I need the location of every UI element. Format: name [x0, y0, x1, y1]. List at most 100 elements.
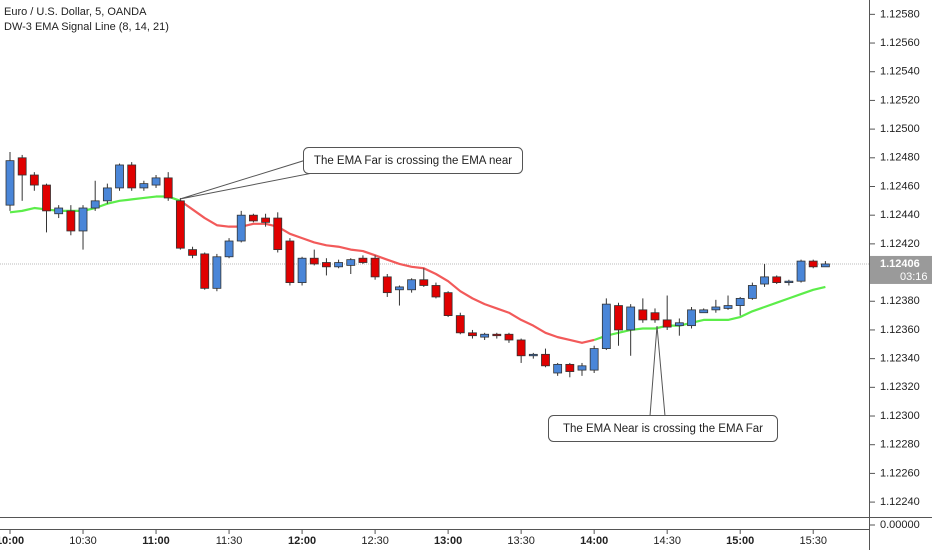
candle-body — [553, 363, 563, 374]
y-tick-label: 1.12580 — [880, 8, 920, 20]
candle-body — [175, 200, 185, 249]
candle-body — [589, 348, 599, 371]
candle-body — [309, 257, 319, 265]
candle-body — [614, 305, 623, 331]
candle-body — [565, 363, 575, 372]
candle-body — [200, 253, 210, 289]
candle-body — [236, 214, 246, 242]
last-price-box — [870, 255, 932, 284]
candle-body — [419, 279, 429, 286]
y-tick-label: 1.12380 — [880, 295, 920, 307]
candle-body — [261, 217, 270, 223]
y-tick-label: 1.12280 — [880, 439, 920, 451]
candle-body — [760, 276, 769, 285]
annotation-box — [303, 147, 523, 174]
candle-body — [820, 263, 830, 268]
annotation-text: The EMA Far is crossing the EMA near — [314, 155, 512, 167]
chart-title: Euro / U.S. Dollar, 5, OANDA — [4, 6, 147, 18]
annotation-text: The EMA Near is crossing the EMA Far — [563, 423, 763, 435]
last-price-label: 1.12406 — [880, 258, 920, 270]
candle-body — [638, 309, 648, 321]
y-tick-label: 1.12240 — [880, 496, 920, 508]
candle-body — [723, 305, 733, 309]
candle-body — [212, 256, 222, 289]
candle-body — [370, 257, 380, 278]
x-tick-label: 12:30 — [361, 535, 389, 547]
candle-body — [5, 160, 15, 206]
candle-body — [127, 164, 137, 189]
candle-body — [711, 306, 721, 311]
indicator-title: DW-3 EMA Signal Line (8, 14, 21) — [4, 21, 169, 33]
candle-body — [662, 319, 672, 328]
y-tick-label: 1.12360 — [880, 324, 920, 336]
candle-body — [443, 292, 453, 316]
x-tick-label: 15:30 — [799, 535, 827, 547]
y-tick-label: 1.12420 — [880, 238, 920, 250]
candle-body — [735, 297, 745, 306]
candle-body — [139, 183, 149, 189]
candle-body — [468, 332, 477, 337]
x-tick-label: 11:30 — [216, 535, 243, 547]
candle-body — [747, 285, 757, 299]
candle-body — [431, 285, 441, 298]
y-tick-label: 1.12540 — [880, 66, 920, 78]
plot — [0, 152, 869, 378]
candle-body — [504, 333, 514, 341]
candle-body — [66, 210, 76, 232]
candle-body — [516, 339, 526, 357]
candle-body — [273, 217, 283, 251]
candle-body — [395, 286, 404, 291]
candle-body — [687, 309, 696, 327]
y-tick-label: 1.12500 — [880, 123, 920, 135]
ema-line — [179, 199, 595, 344]
x-tick-label: 11:00 — [142, 535, 170, 547]
candle-body — [407, 279, 417, 291]
candle-body — [151, 177, 161, 186]
candle-body — [382, 276, 392, 294]
candle-body — [346, 259, 356, 266]
candle-body — [455, 315, 465, 334]
y-tick-label: 1.12560 — [880, 37, 920, 49]
y-tick-label: 1.12340 — [880, 353, 920, 365]
y-tick-label: 1.12320 — [880, 381, 920, 393]
y-tick-label: 1.12260 — [880, 467, 920, 479]
candle-body — [541, 353, 550, 367]
candle-body — [29, 174, 39, 186]
annotation-box — [548, 415, 778, 442]
candle-body — [796, 260, 806, 282]
candle-body — [480, 333, 490, 338]
lower-y-tick-label: 0.00000 — [880, 519, 920, 531]
candle-body — [188, 249, 197, 256]
candle-body — [248, 214, 258, 222]
candle-body — [528, 353, 538, 357]
y-tick-label: 1.12300 — [880, 410, 920, 422]
x-tick-label: 12:00 — [288, 535, 316, 547]
candle-body — [322, 262, 331, 268]
x-tick-label: 10:00 — [0, 535, 24, 547]
candle-body — [78, 207, 88, 232]
y-tick-label: 1.12480 — [880, 152, 920, 164]
candle-body — [54, 207, 64, 215]
x-tick-label: 10:30 — [69, 535, 97, 547]
candle-body — [492, 333, 502, 337]
candle-body — [90, 200, 100, 209]
x-tick-label: 13:30 — [507, 535, 535, 547]
candle-body — [626, 306, 636, 331]
y-tick-label: 1.12520 — [880, 94, 920, 106]
candle-body — [163, 177, 173, 199]
candle-body — [115, 164, 124, 189]
candle-body — [285, 240, 295, 284]
candle-body — [224, 240, 234, 258]
candle-body — [297, 257, 307, 284]
candle-body — [784, 280, 794, 284]
x-tick-label: 14:00 — [580, 535, 608, 547]
candle-body — [601, 303, 611, 349]
candle-body — [674, 322, 684, 327]
countdown-label: 03:16 — [900, 271, 928, 283]
candle-body — [808, 260, 818, 268]
candle-body — [334, 262, 343, 268]
y-tick-label: 1.12440 — [880, 209, 920, 221]
candle-body — [650, 312, 660, 321]
